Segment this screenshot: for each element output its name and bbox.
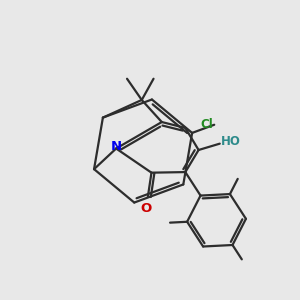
Text: N: N: [111, 140, 122, 153]
Text: HO: HO: [221, 135, 241, 148]
Text: O: O: [141, 202, 152, 215]
Text: Cl: Cl: [200, 118, 213, 131]
